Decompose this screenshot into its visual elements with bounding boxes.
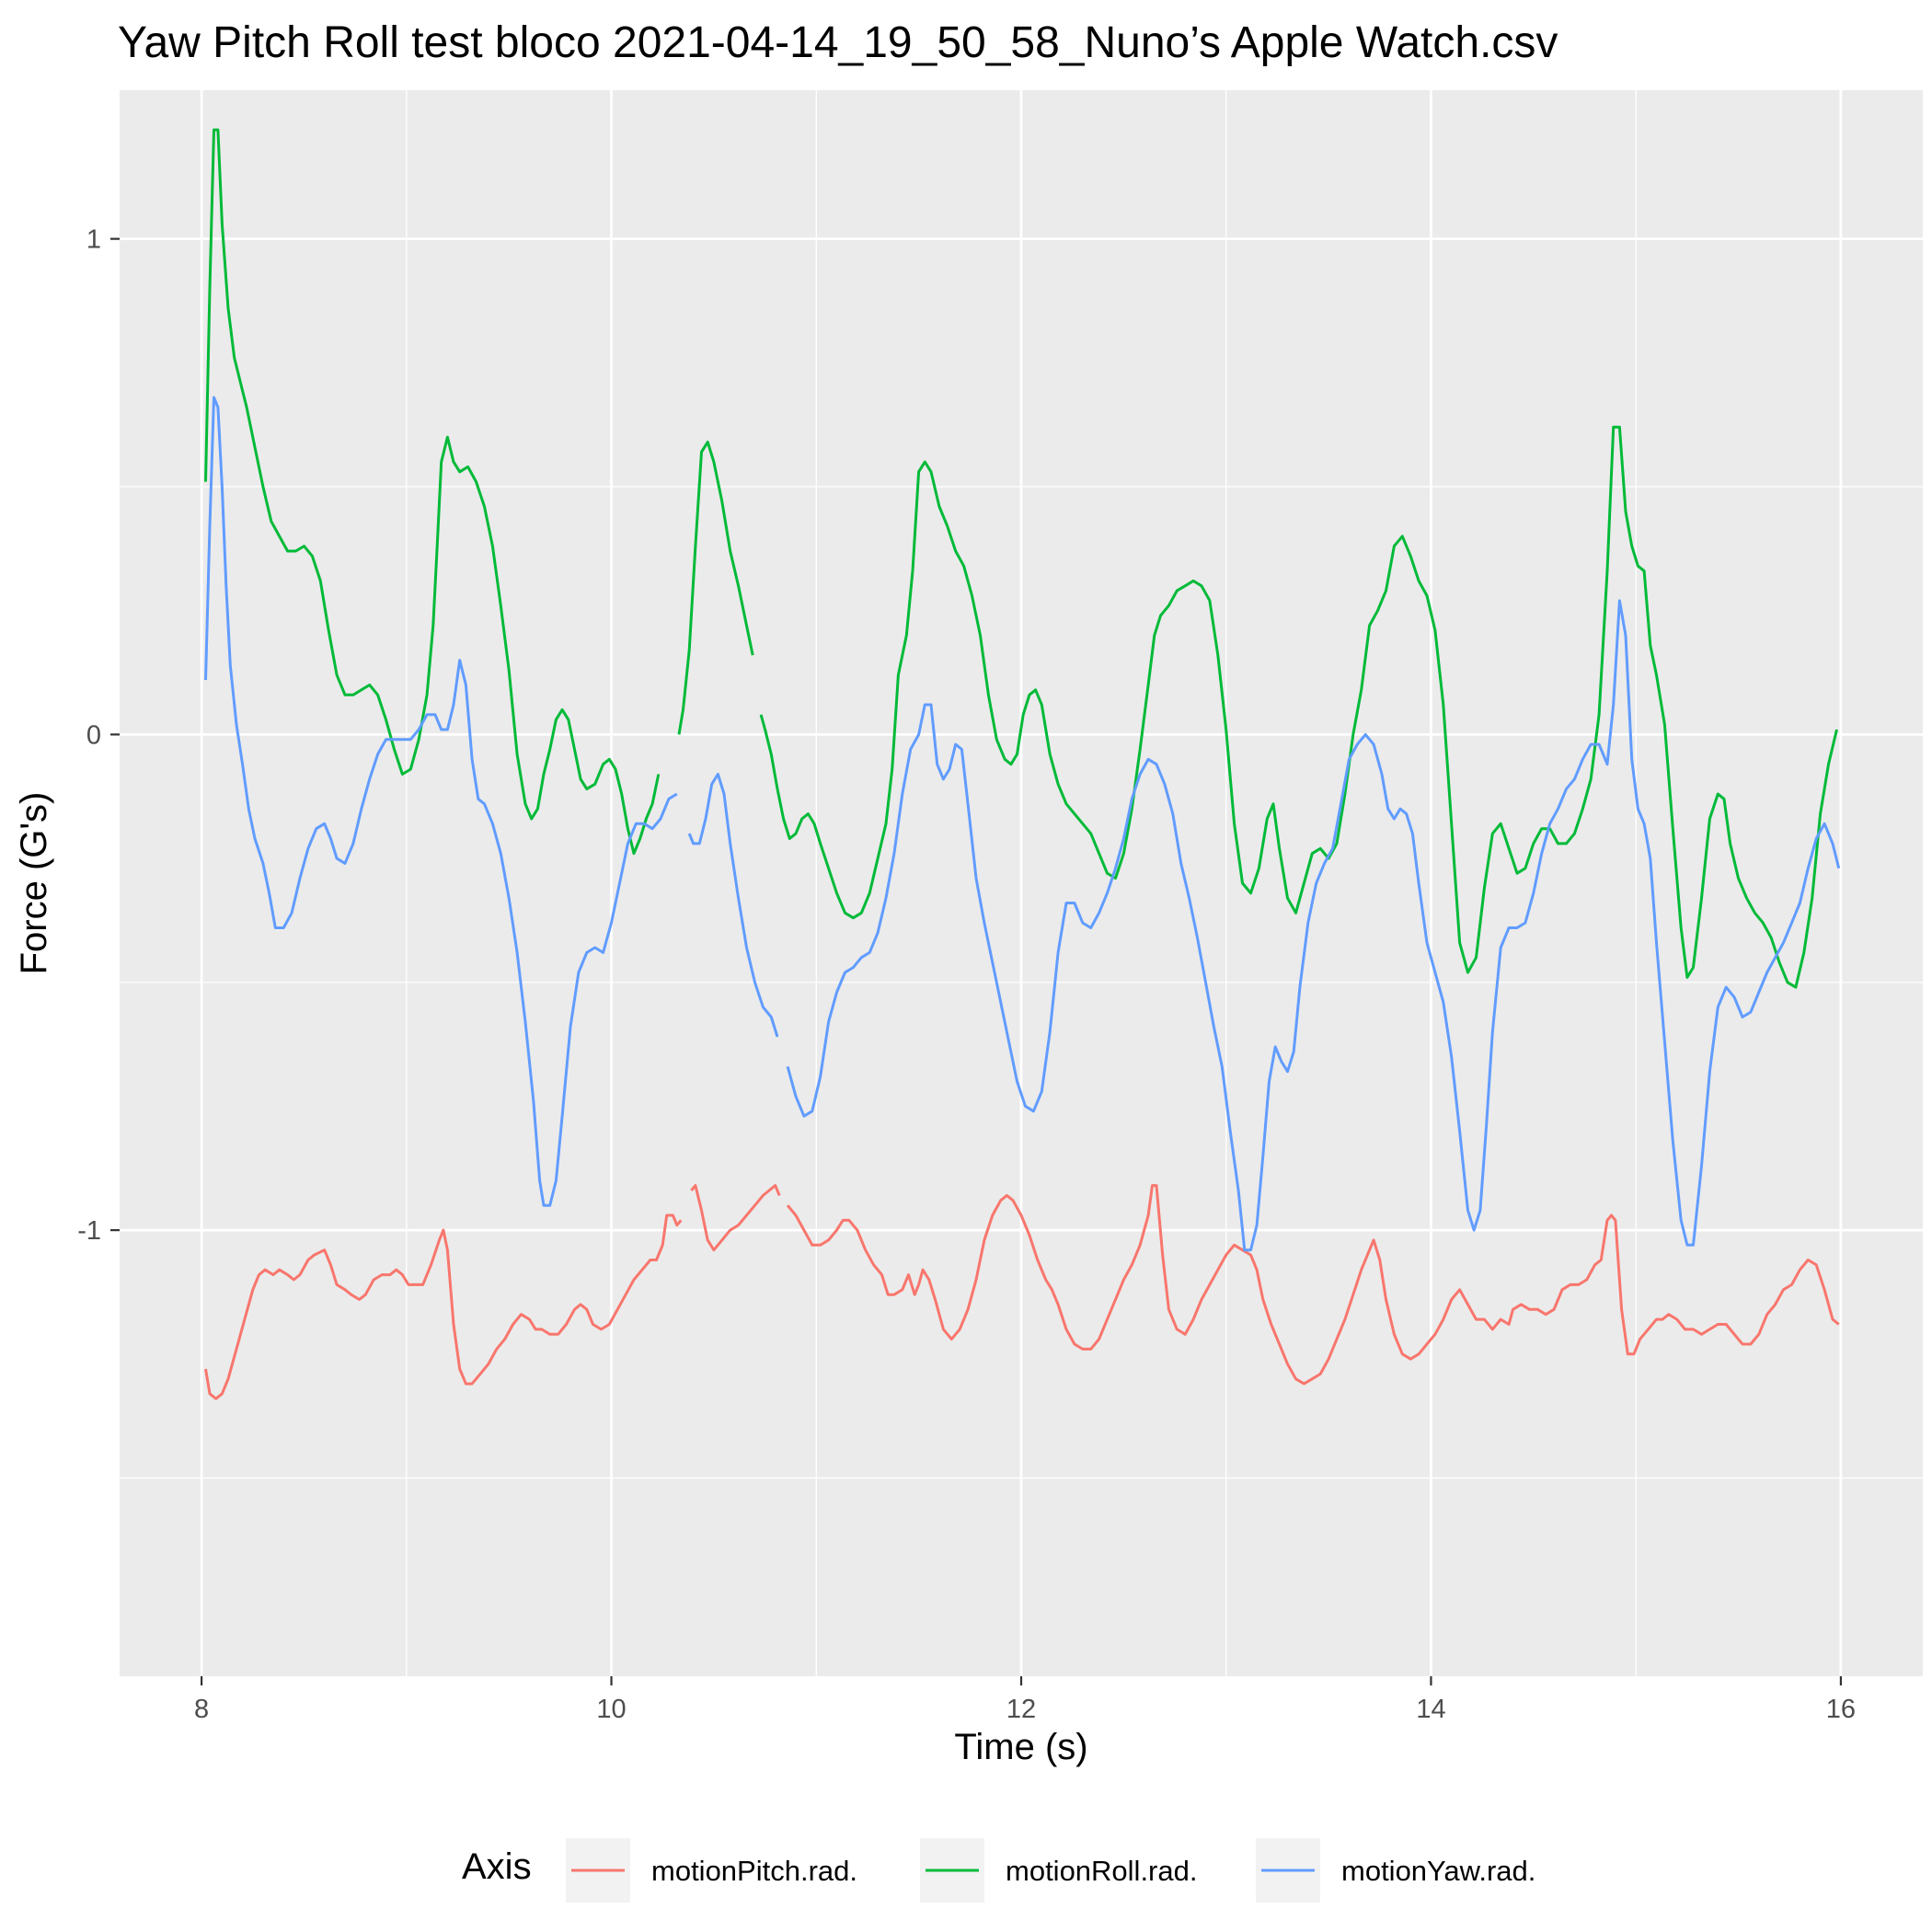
series-line xyxy=(690,1184,781,1252)
legend-title: Axis xyxy=(462,1846,532,1887)
legend-item: motionYaw.rad. xyxy=(1256,1838,1535,1903)
legend-item: motionRoll.rad. xyxy=(920,1838,1197,1903)
legend-label: motionYaw.rad. xyxy=(1341,1855,1535,1887)
x-tick-label: 16 xyxy=(1826,1695,1856,1724)
legend-label: motionRoll.rad. xyxy=(1006,1855,1197,1887)
y-tick-label: 0 xyxy=(86,720,101,750)
chart-title: Yaw Pitch Roll test bloco 2021-04-14_19_… xyxy=(118,18,1558,67)
x-axis-title: Time (s) xyxy=(954,1727,1087,1767)
series-line xyxy=(759,425,1838,989)
legend-items: motionPitch.rad. motionRoll.rad. motionYaw… xyxy=(566,1838,1535,1903)
series-2 xyxy=(204,396,1841,1252)
x-axis-ticks: 8 10 12 14 16 xyxy=(194,1676,1856,1724)
x-tick-label: 12 xyxy=(1006,1695,1036,1724)
legend-item: motionPitch.rad. xyxy=(566,1838,857,1903)
y-axis-title: Force (G's) xyxy=(14,792,54,975)
x-tick-label: 10 xyxy=(596,1695,626,1724)
series-line xyxy=(786,599,1841,1252)
series-line xyxy=(204,1213,683,1400)
series-0 xyxy=(204,1184,1840,1400)
y-tick-label: 1 xyxy=(86,225,101,255)
x-tick-label: 8 xyxy=(194,1695,209,1724)
x-tick-label: 14 xyxy=(1416,1695,1445,1724)
series-line xyxy=(786,1184,1840,1386)
y-tick-label: -1 xyxy=(77,1216,101,1246)
y-axis-ticks: -1 0 1 xyxy=(77,225,120,1246)
series-line xyxy=(204,128,661,856)
series-1 xyxy=(204,128,1838,989)
series-line xyxy=(204,396,678,1207)
legend-label: motionPitch.rad. xyxy=(651,1855,857,1887)
series-line xyxy=(677,441,754,735)
series-line xyxy=(687,773,779,1038)
legend: Axis motionPitch.rad. motionRoll.rad. moti… xyxy=(462,1838,1535,1903)
series-layer xyxy=(204,128,1841,1400)
